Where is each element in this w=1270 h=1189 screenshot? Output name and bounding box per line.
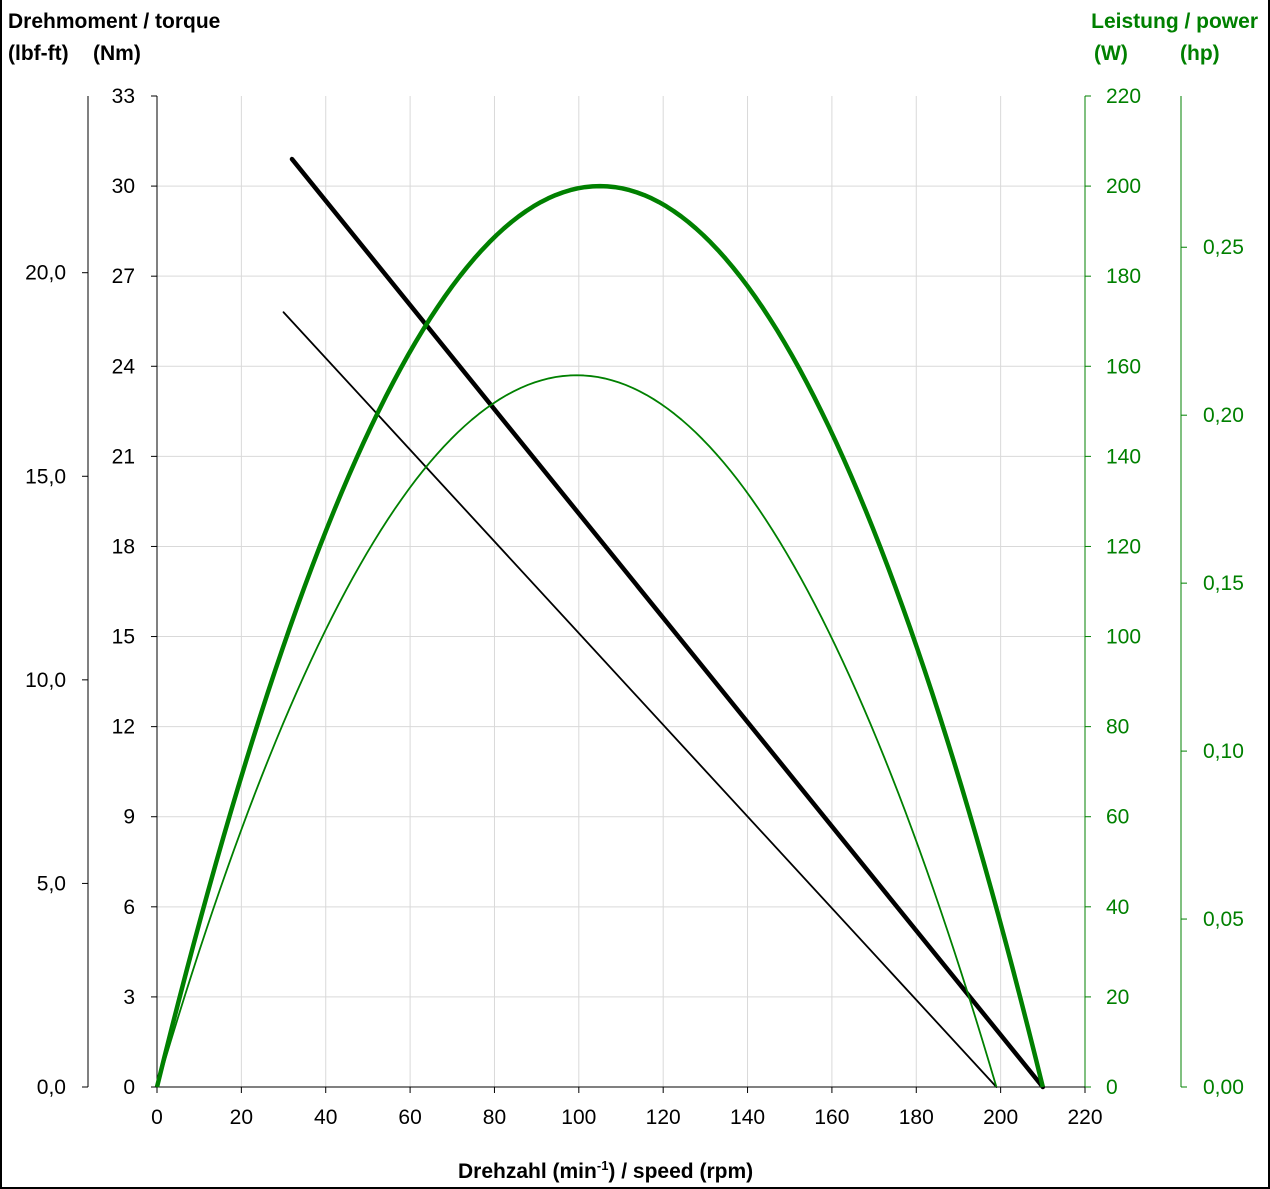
- w-tick-label: 200: [1106, 175, 1141, 198]
- w-tick-label: 40: [1106, 896, 1129, 919]
- x-tick-label: 140: [730, 1106, 765, 1129]
- w-tick-label: 140: [1106, 445, 1141, 468]
- chart-curves: [154, 156, 1046, 1090]
- x-tick-label: 100: [561, 1106, 596, 1129]
- nm-tick-label: 18: [112, 535, 135, 558]
- grid-lines: [157, 96, 1085, 1087]
- hp-tick-label: 0,05: [1203, 908, 1244, 931]
- hp-tick-label: 0,25: [1203, 236, 1244, 259]
- hp-tick-label: 0,00: [1203, 1076, 1244, 1099]
- x-tick-label: 200: [983, 1106, 1018, 1129]
- x-tick-label: 60: [398, 1106, 421, 1129]
- lbfft-tick-label: 10,0: [25, 669, 66, 692]
- lbfft-tick-label: 20,0: [25, 262, 66, 285]
- w-tick-label: 220: [1106, 85, 1141, 108]
- power-curve-bold: [154, 183, 1046, 1088]
- axes: [82, 95, 1187, 1093]
- right-axis-unit-hp: (hp): [1180, 42, 1220, 65]
- nm-tick-label: 24: [112, 355, 136, 378]
- nm-tick-label: 3: [123, 986, 135, 1009]
- nm-tick-label: 27: [112, 265, 135, 288]
- x-tick-label: 40: [314, 1106, 337, 1129]
- lbfft-tick-label: 0,0: [37, 1076, 66, 1099]
- left-axis-unit-nm: (Nm): [93, 42, 141, 65]
- w-tick-label: 120: [1106, 535, 1141, 558]
- w-tick-label: 180: [1106, 265, 1141, 288]
- nm-tick-label: 9: [123, 806, 135, 829]
- x-tick-label: 160: [814, 1106, 849, 1129]
- w-tick-label: 100: [1106, 626, 1141, 649]
- nm-tick-label: 15: [112, 626, 135, 649]
- w-tick-label: 160: [1106, 355, 1141, 378]
- torque-line-thin: [282, 311, 998, 1088]
- nm-tick-label: 21: [112, 445, 135, 468]
- nm-tick-label: 6: [123, 896, 135, 919]
- x-tick-label: 0: [151, 1106, 163, 1129]
- right-axis-unit-w: (W): [1094, 42, 1128, 65]
- nm-tick-label: 12: [112, 716, 135, 739]
- nm-tick-label: 0: [123, 1076, 135, 1099]
- power-curve-thin: [156, 374, 998, 1088]
- x-tick-label: 80: [483, 1106, 506, 1129]
- lbfft-tick-label: 15,0: [25, 465, 66, 488]
- tick-labels: 0 20 40 60 80 100 120 140 160 180 200 2200369121518…: [25, 85, 1244, 1129]
- lbfft-tick-label: 5,0: [37, 872, 66, 895]
- hp-tick-label: 0,15: [1203, 572, 1244, 595]
- right-axis-title: Leistung / power: [1091, 10, 1258, 33]
- hp-tick-label: 0,10: [1203, 740, 1244, 763]
- nm-tick-label: 30: [112, 175, 135, 198]
- x-tick-label: 20: [230, 1106, 253, 1129]
- x-axis-title: Drehzahl (min-1) / speed (rpm): [458, 1158, 754, 1183]
- w-tick-label: 80: [1106, 716, 1129, 739]
- x-tick-label: 120: [646, 1106, 681, 1129]
- w-tick-label: 0: [1106, 1076, 1118, 1099]
- hp-tick-label: 0,20: [1203, 404, 1244, 427]
- nm-tick-label: 33: [112, 85, 135, 108]
- left-axis-unit-lbfft: (lbf-ft): [8, 42, 69, 65]
- w-tick-label: 60: [1106, 806, 1129, 829]
- torque-line-bold: [289, 156, 1046, 1090]
- x-tick-label: 220: [1067, 1106, 1102, 1129]
- w-tick-label: 20: [1106, 986, 1129, 1009]
- left-axis-title: Drehmoment / torque: [8, 10, 221, 33]
- x-tick-label: 180: [899, 1106, 934, 1129]
